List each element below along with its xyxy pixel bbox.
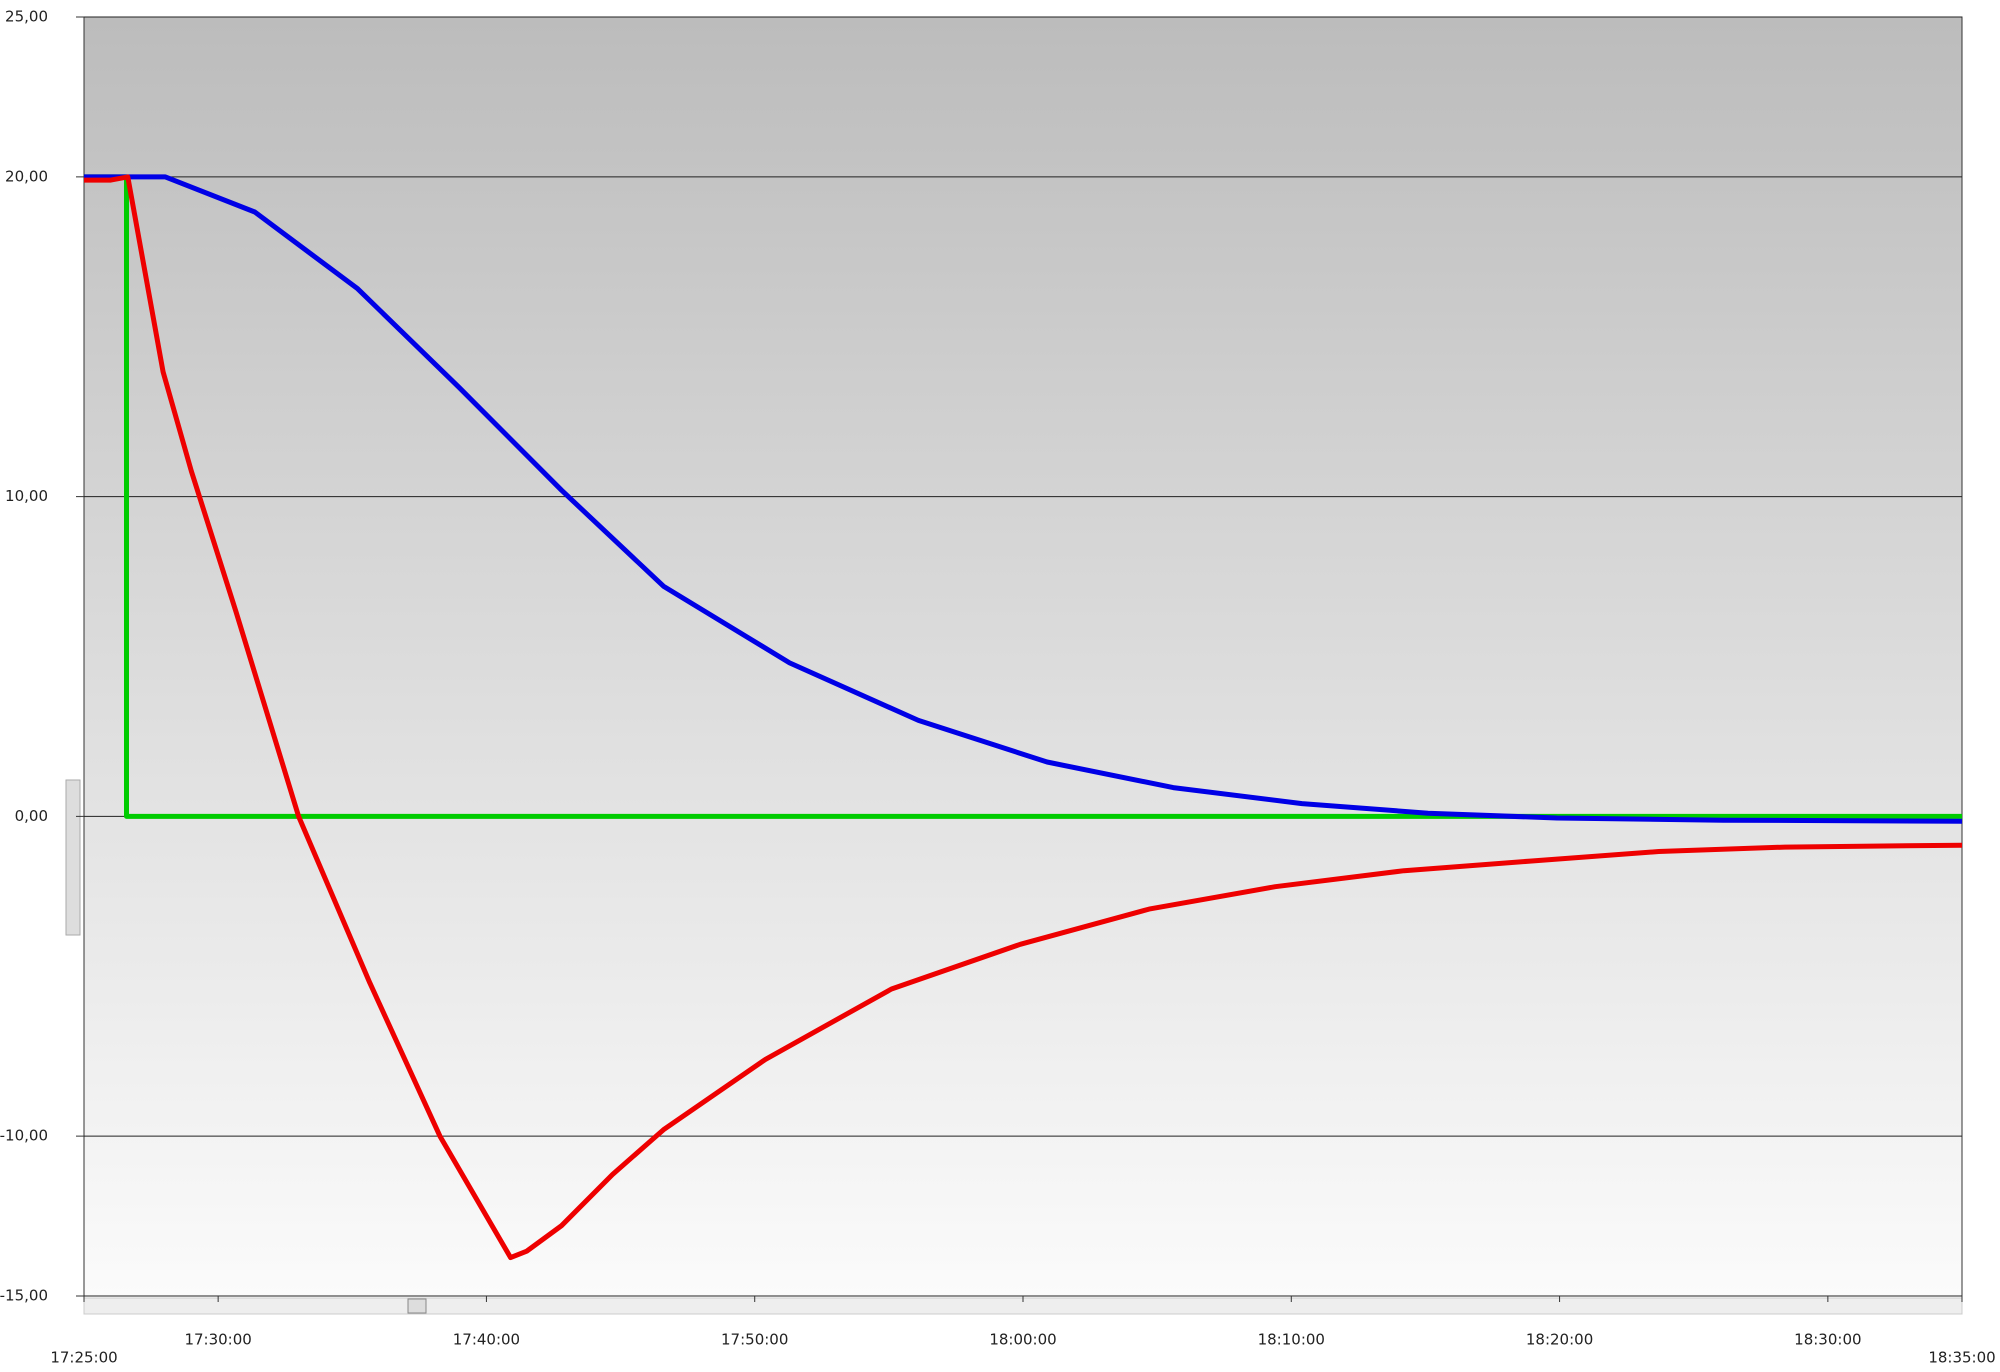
x-tick-label: 18:00:00 xyxy=(989,1331,1056,1349)
y-tick-label: -10,00 xyxy=(0,1127,48,1145)
y-tick-label: 0,00 xyxy=(15,807,48,825)
lines xyxy=(84,174,1963,1261)
x-tick-label: 18:20:00 xyxy=(1526,1331,1593,1349)
series-line xyxy=(84,174,1963,1261)
x-tick-label: 17:40:00 xyxy=(453,1331,520,1349)
x-tick-label: 18:30:00 xyxy=(1794,1331,1861,1349)
series-line xyxy=(84,174,1963,824)
x-tick-label: 18:35:00 xyxy=(1928,1349,1995,1367)
y-tick-label: 10,00 xyxy=(5,487,48,505)
y-tick-label: -15,00 xyxy=(0,1287,48,1305)
x-tick-label: 18:10:00 xyxy=(1258,1331,1325,1349)
plot-area xyxy=(83,16,1963,1297)
y-scrollbar[interactable] xyxy=(65,779,81,936)
x-tick-label: 17:30:00 xyxy=(184,1331,251,1349)
y-tick-label: 20,00 xyxy=(5,167,48,185)
y-tick-label: 25,00 xyxy=(5,8,48,26)
x-tick-label: 17:25:00 xyxy=(50,1349,117,1367)
x-scroll-thumb[interactable] xyxy=(407,1298,427,1314)
x-tick-label: 17:50:00 xyxy=(721,1331,788,1349)
